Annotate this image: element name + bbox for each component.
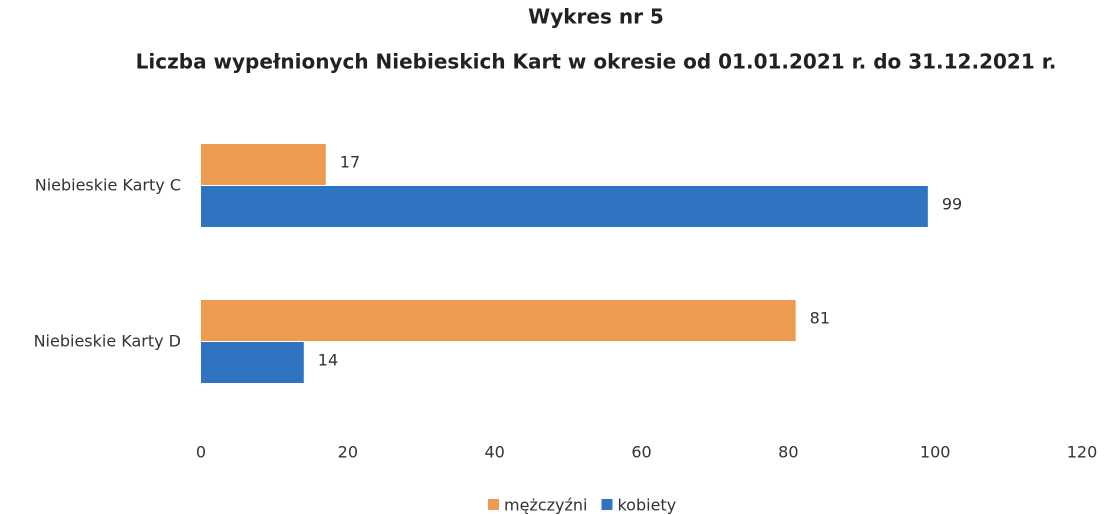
bar	[201, 342, 304, 383]
x-tick-label: 100	[920, 443, 951, 462]
x-tick-label: 60	[631, 443, 651, 462]
chart-subtitle: Liczba wypełnionych Niebieskich Kart w o…	[136, 50, 1057, 74]
bar	[201, 186, 928, 227]
data-label: 99	[942, 195, 962, 214]
data-label: 14	[318, 351, 338, 370]
bar	[201, 300, 796, 341]
y-tick-label: Niebieskie Karty D	[34, 332, 181, 351]
x-tick-label: 80	[778, 443, 798, 462]
legend-swatch	[601, 499, 613, 510]
data-label: 17	[340, 153, 360, 172]
x-tick-label: 40	[484, 443, 504, 462]
legend-label: kobiety	[617, 496, 676, 515]
data-label: 81	[810, 309, 830, 328]
x-tick-label: 0	[196, 443, 206, 462]
legend-swatch	[488, 499, 499, 510]
y-tick-label: Niebieskie Karty C	[35, 176, 181, 195]
x-tick-label: 20	[338, 443, 358, 462]
x-tick-label: 120	[1067, 443, 1098, 462]
legend-label: mężczyźni	[504, 496, 587, 515]
chart-title: Wykres nr 5	[528, 5, 664, 29]
bar	[201, 144, 326, 185]
